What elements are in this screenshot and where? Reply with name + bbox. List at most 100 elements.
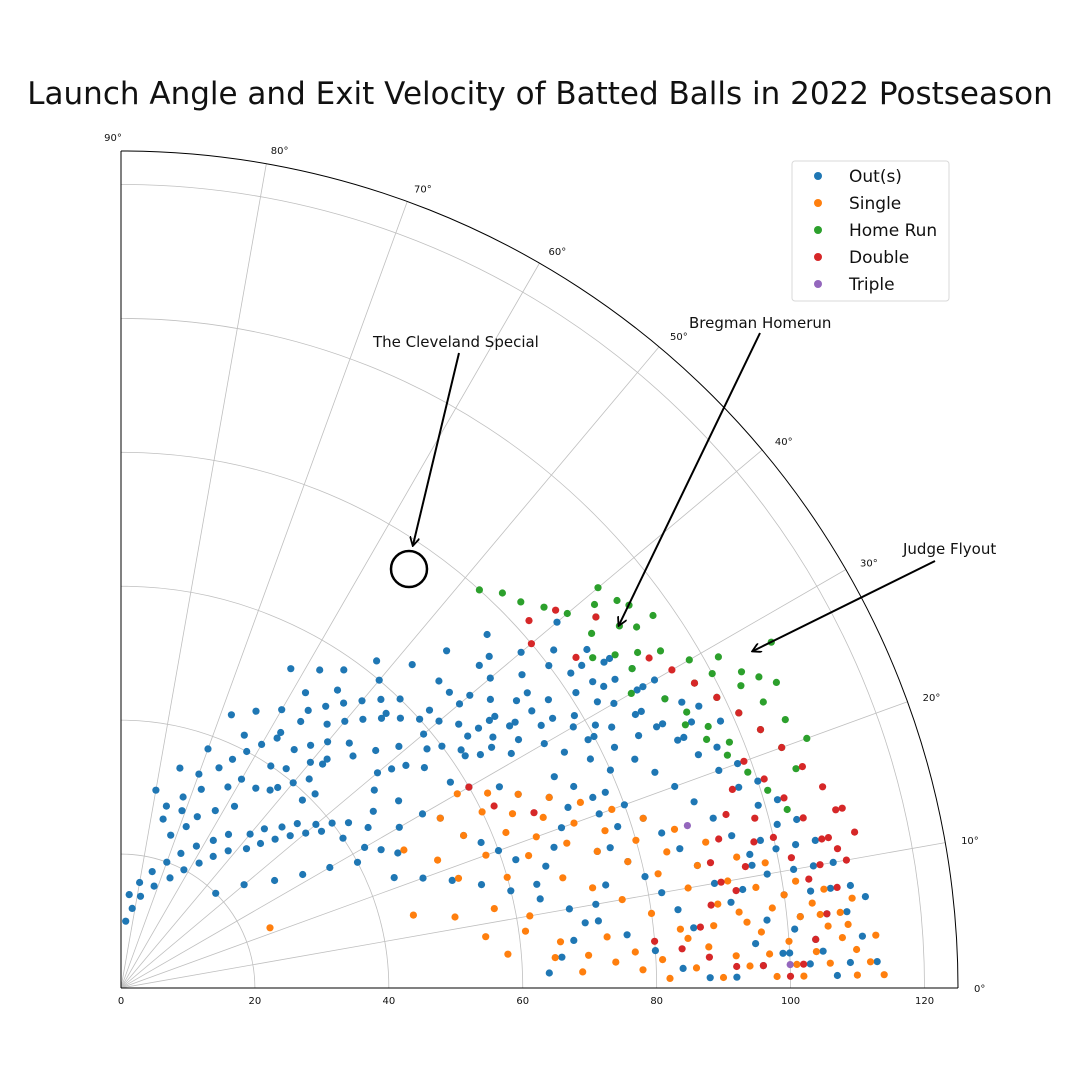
point-single (545, 793, 553, 802)
point-out-s (570, 782, 578, 791)
angle-grid-line (120, 569, 847, 989)
point-out-s (278, 706, 286, 714)
point-single (684, 934, 692, 943)
point-home-run (685, 656, 693, 664)
point-out-s (289, 779, 297, 787)
point-out-s (586, 755, 595, 763)
point-out-s (178, 807, 186, 815)
point-out-s (631, 755, 639, 763)
point-out-s (394, 849, 402, 857)
point-home-run (563, 609, 571, 618)
point-out-s (578, 661, 586, 670)
point-home-run (781, 716, 789, 724)
point-out-s (209, 836, 217, 845)
point-out-s (237, 775, 246, 783)
point-out-s (364, 823, 372, 832)
point-out-s (287, 665, 295, 673)
point-out-s (345, 739, 353, 747)
annotation-arrow-judge (753, 560, 936, 651)
point-out-s (278, 823, 286, 831)
legend-box (791, 160, 950, 302)
point-out-s (301, 689, 310, 697)
point-out-s (545, 662, 553, 670)
point-out-s (752, 940, 760, 948)
point-single (684, 884, 692, 892)
point-out-s (846, 881, 855, 890)
point-single (676, 925, 685, 933)
angle-tick-label: 60° (549, 247, 567, 258)
point-double (750, 838, 758, 846)
point-out-s (340, 699, 348, 707)
point-double (741, 863, 750, 871)
radial-tick-label: 80 (650, 996, 663, 1007)
point-double (751, 814, 759, 822)
point-home-run (772, 678, 781, 687)
point-home-run (681, 721, 690, 729)
point-single (612, 958, 620, 966)
point-out-s (466, 691, 474, 699)
point-out-s (512, 697, 521, 705)
point-single (816, 910, 824, 919)
point-out-s (733, 973, 741, 981)
point-double (832, 806, 840, 814)
point-out-s (252, 784, 260, 792)
point-out-s (706, 974, 714, 982)
point-single (724, 877, 732, 885)
point-double (690, 679, 699, 687)
point-out-s (756, 836, 765, 845)
point-out-s (390, 874, 398, 882)
point-single (631, 948, 639, 956)
legend-marker-home-run (814, 226, 822, 234)
point-out-s (382, 709, 390, 718)
point-out-s (565, 905, 574, 913)
point-out-s (182, 823, 190, 831)
point-out-s (461, 752, 469, 760)
point-out-s (260, 825, 268, 833)
point-out-s (373, 769, 382, 777)
point-out-s (727, 898, 735, 906)
point-out-s (328, 819, 336, 827)
point-out-s (651, 947, 660, 955)
point-out-s (277, 728, 285, 737)
point-single (436, 814, 444, 822)
point-out-s (322, 702, 330, 710)
point-out-s (674, 906, 682, 914)
point-out-s (377, 846, 385, 854)
point-out-s (305, 775, 313, 783)
point-out-s (739, 885, 747, 894)
point-out-s (540, 740, 548, 748)
point-out-s (159, 815, 167, 823)
point-out-s (212, 889, 220, 897)
point-out-s (528, 707, 536, 715)
point-out-s (791, 925, 799, 933)
angle-tick-label: 10° (961, 836, 979, 847)
angle-tick-label: 30° (860, 559, 878, 570)
point-out-s (581, 919, 589, 927)
point-single (453, 790, 461, 798)
legend-label-single: Single (849, 194, 901, 214)
point-out-s (192, 842, 200, 850)
point-out-s (420, 730, 428, 738)
point-single (608, 805, 616, 814)
point-double (572, 653, 580, 662)
point-home-run (628, 665, 636, 673)
point-single (735, 908, 743, 916)
point-home-run (737, 682, 745, 690)
point-out-s (176, 764, 184, 772)
point-single (824, 922, 832, 930)
radial-grid-arc (120, 585, 524, 989)
point-out-s (560, 748, 569, 756)
point-out-s (650, 676, 659, 684)
point-out-s (420, 764, 428, 772)
radial-tick-label: 40 (382, 996, 395, 1007)
point-single (714, 900, 722, 908)
point-out-s (307, 741, 315, 749)
point-single (844, 920, 852, 929)
point-out-s (197, 785, 205, 793)
point-out-s (674, 736, 682, 744)
point-out-s (256, 839, 265, 848)
point-home-run (723, 751, 732, 759)
point-home-run (661, 695, 669, 703)
point-home-run (783, 805, 791, 814)
point-out-s (486, 674, 494, 682)
